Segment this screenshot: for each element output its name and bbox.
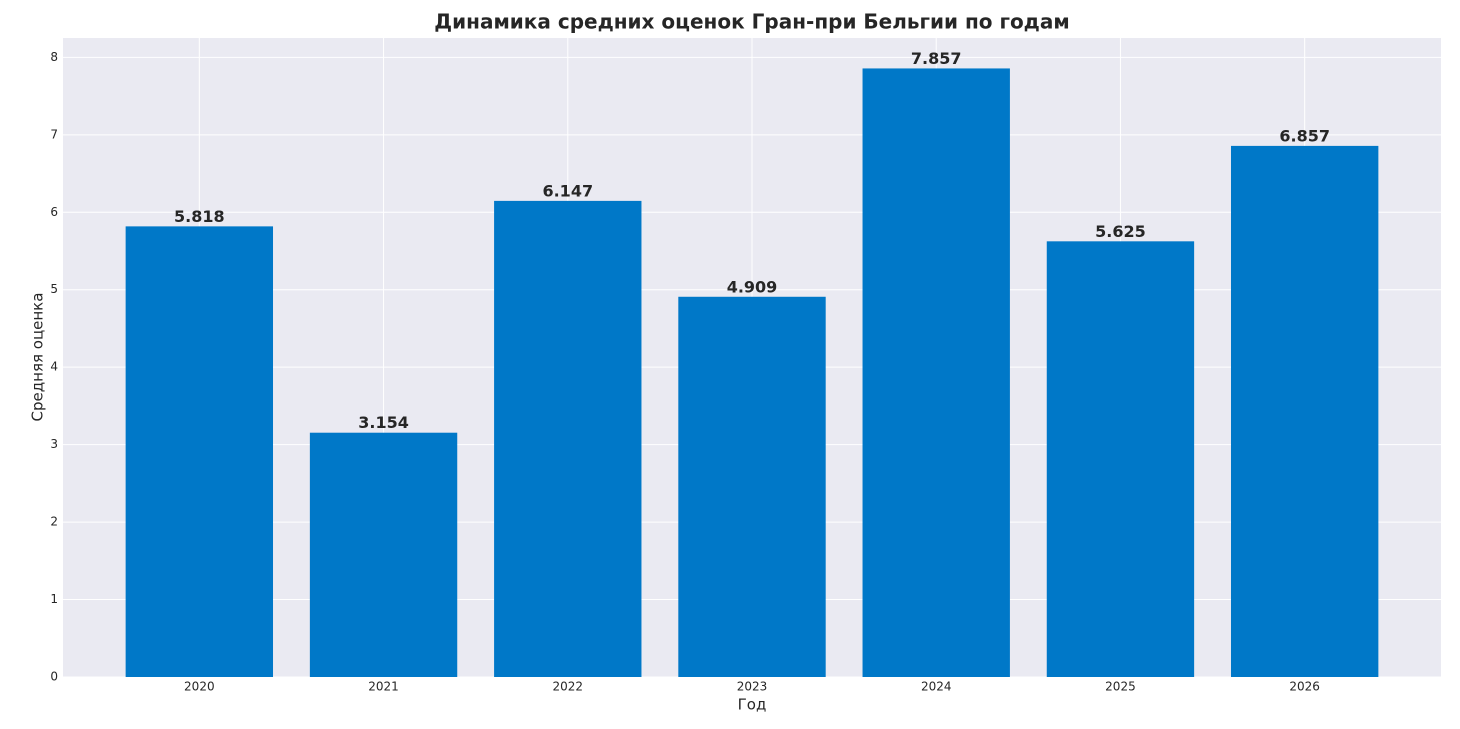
y-tick-label: 3 bbox=[50, 437, 58, 451]
x-tick-label: 2021 bbox=[368, 680, 399, 694]
bar bbox=[1230, 145, 1379, 678]
data-label: 5.625 bbox=[1095, 222, 1146, 241]
bar bbox=[309, 432, 458, 677]
data-label: 4.909 bbox=[727, 277, 778, 296]
y-axis-label: Средняя оценка bbox=[29, 293, 47, 422]
y-tick-label: 0 bbox=[50, 670, 58, 684]
y-tick-label: 4 bbox=[50, 360, 58, 374]
data-label: 3.154 bbox=[358, 413, 409, 432]
bar bbox=[862, 68, 1010, 677]
x-axis-label: Год bbox=[738, 696, 767, 714]
data-label: 7.857 bbox=[911, 49, 962, 68]
bar bbox=[1046, 241, 1195, 677]
data-label: 5.818 bbox=[174, 207, 225, 226]
bar bbox=[678, 296, 826, 677]
x-tick-label: 2022 bbox=[553, 680, 584, 694]
bar bbox=[125, 226, 274, 678]
x-tick-label: 2024 bbox=[921, 680, 952, 694]
y-tick-label: 8 bbox=[50, 50, 58, 64]
y-tick-label: 6 bbox=[50, 205, 58, 219]
x-tick-label: 2020 bbox=[184, 680, 215, 694]
x-tick-label: 2025 bbox=[1105, 680, 1136, 694]
y-tick-label: 7 bbox=[50, 127, 58, 141]
chart-title: Динамика средних оценок Гран-при Бельгии… bbox=[434, 10, 1069, 34]
bar bbox=[494, 200, 642, 677]
data-label: 6.147 bbox=[542, 181, 593, 200]
data-label: 6.857 bbox=[1279, 126, 1330, 145]
y-tick-label: 5 bbox=[50, 282, 58, 296]
y-tick-label: 2 bbox=[50, 515, 58, 529]
x-tick-label: 2023 bbox=[737, 680, 768, 694]
y-tick-label: 1 bbox=[50, 592, 58, 606]
x-tick-label: 2026 bbox=[1289, 680, 1320, 694]
